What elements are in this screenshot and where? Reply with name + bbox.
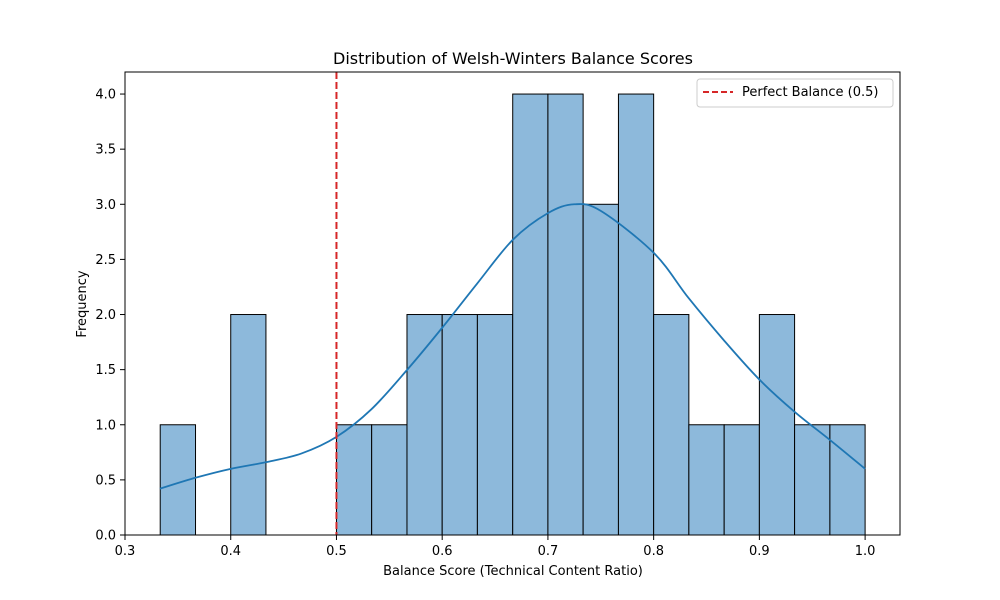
x-tick-label: 0.7 xyxy=(538,544,559,559)
chart-title: Distribution of Welsh-Winters Balance Sc… xyxy=(333,49,693,68)
x-tick-label: 0.9 xyxy=(749,544,770,559)
bars-group xyxy=(159,93,866,536)
x-axis: 0.3 0.4 0.5 0.6 0.7 0.8 0.9 1.0 xyxy=(115,535,876,559)
y-axis: 0.0 0.5 1.0 1.5 2.0 2.5 3.0 3.5 4.0 xyxy=(95,88,125,544)
legend-box xyxy=(696,78,894,108)
histogram-bar xyxy=(230,314,267,536)
plot-frame xyxy=(124,71,901,536)
x-tick-label: 0.3 xyxy=(115,544,136,559)
histogram-bar xyxy=(829,424,866,536)
y-tick-label: 1.0 xyxy=(95,418,116,433)
histogram-bar xyxy=(476,314,514,536)
legend-entry-reference: Perfect Balance (0.5) xyxy=(742,85,878,100)
x-tick-label: 1.0 xyxy=(855,544,876,559)
x-tick-label: 0.4 xyxy=(220,544,241,559)
histogram-bar xyxy=(723,424,760,536)
histogram-bar xyxy=(371,424,408,536)
kde-curve xyxy=(159,203,866,490)
y-tick-label: 2.0 xyxy=(95,308,116,323)
histogram-bar xyxy=(582,203,619,536)
x-axis-label: Balance Score (Technical Content Ratio) xyxy=(383,564,643,579)
x-tick-label: 0.5 xyxy=(326,544,347,559)
y-tick-label: 1.5 xyxy=(95,363,116,378)
y-tick-label: 0.0 xyxy=(95,529,116,544)
histogram-bar xyxy=(335,424,373,536)
histogram-bar xyxy=(653,314,690,536)
y-tick-label: 2.5 xyxy=(95,253,116,268)
x-tick-label: 0.6 xyxy=(432,544,453,559)
x-tick-label: 0.8 xyxy=(643,544,664,559)
y-tick-label: 0.5 xyxy=(95,473,116,488)
y-tick-label: 4.0 xyxy=(95,88,116,103)
histogram-bar xyxy=(406,314,443,536)
histogram-bar xyxy=(441,314,478,536)
kde-group xyxy=(159,203,866,490)
legend: Perfect Balance (0.5) xyxy=(696,78,894,108)
histogram-bar xyxy=(547,93,584,536)
histogram-bar xyxy=(617,93,655,536)
y-axis-label: Frequency xyxy=(75,270,90,337)
histogram-bar xyxy=(794,424,831,536)
y-tick-label: 3.5 xyxy=(95,143,116,158)
y-tick-label: 3.0 xyxy=(95,198,116,213)
histogram-bar xyxy=(512,93,549,536)
histogram-bar xyxy=(758,314,796,536)
histogram-bar xyxy=(688,424,725,536)
